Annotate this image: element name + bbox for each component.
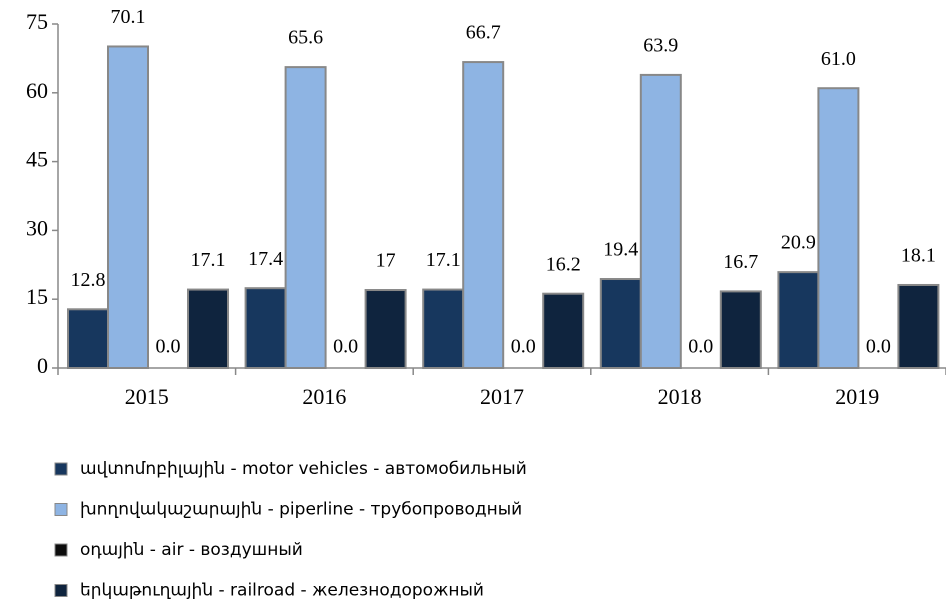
value-label: 66.7	[466, 22, 501, 44]
x-tick-label: 2019	[835, 384, 879, 409]
legend-label: ավտոմոբիլային - motor vehicles - автомоб…	[80, 459, 527, 479]
legend-label: խողովակաշարային - piperline - трубопрово…	[80, 500, 522, 520]
bar	[719, 290, 762, 370]
bar	[284, 66, 327, 370]
value-label: 63.9	[643, 35, 678, 57]
bar	[187, 288, 229, 369]
bar	[422, 288, 465, 369]
value-label: 17.1	[191, 249, 226, 271]
value-label: 65.6	[288, 27, 323, 49]
value-label: 16.2	[546, 253, 581, 275]
x-tick-label: 2015	[125, 384, 169, 409]
legend-marker	[54, 462, 68, 476]
value-label: 61.0	[821, 48, 856, 70]
y-tick-label: 30	[26, 215, 48, 240]
y-tick-label: 0	[37, 353, 48, 378]
bar	[639, 73, 682, 370]
value-label: 20.9	[781, 232, 816, 254]
y-tick-label: 60	[26, 78, 48, 103]
value-label: 16.7	[723, 251, 758, 273]
value-label: 70.1	[111, 6, 146, 28]
bar	[777, 271, 820, 370]
legend-marker	[54, 543, 68, 557]
value-label: 17	[376, 250, 396, 272]
legend-marker	[54, 503, 68, 516]
bar	[817, 87, 860, 369]
x-tick-label: 2018	[658, 384, 702, 409]
bar	[244, 287, 287, 369]
value-label: 0.0	[688, 336, 713, 358]
legend-label: օդային - air - воздушный	[80, 540, 303, 560]
bar	[599, 278, 642, 370]
bar	[462, 61, 505, 369]
value-label: 17.1	[426, 249, 461, 271]
value-label: 18.1	[901, 245, 936, 267]
x-tick-label: 2017	[480, 384, 524, 409]
bar	[897, 283, 940, 369]
value-label: 19.4	[603, 239, 638, 261]
legend-label: երկաթուղային - railroad - железнодорожны…	[80, 581, 484, 599]
bar	[107, 45, 149, 369]
bar	[364, 289, 407, 370]
value-label: 17.4	[248, 248, 283, 270]
value-label: 0.0	[866, 336, 891, 358]
x-tick-label: 2016	[302, 384, 346, 409]
legend-marker	[54, 584, 68, 597]
y-tick-label: 15	[26, 284, 48, 309]
bar	[542, 292, 585, 370]
bar	[67, 308, 109, 370]
y-tick-label: 45	[26, 147, 48, 172]
value-label: 12.8	[71, 269, 106, 291]
value-label: 0.0	[156, 336, 181, 358]
value-label: 0.0	[511, 336, 536, 358]
y-tick-label: 75	[26, 9, 48, 34]
value-label: 0.0	[333, 336, 358, 358]
